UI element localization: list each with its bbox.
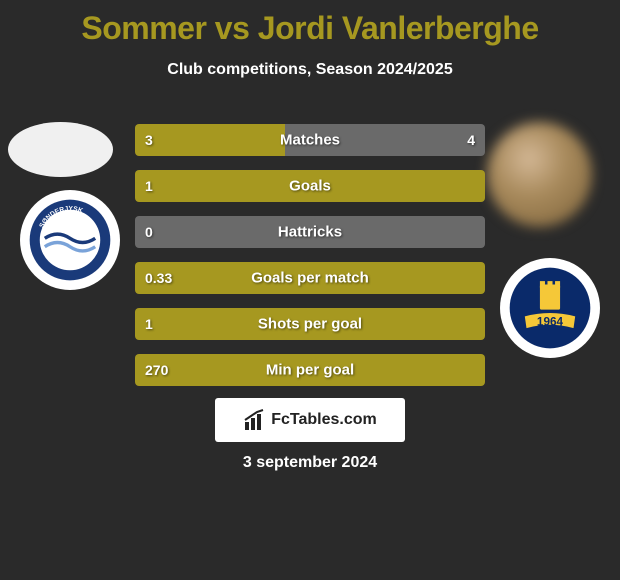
subtitle-text: Club competitions, Season 2024/2025 bbox=[167, 61, 452, 78]
bar-row: Hattricks0 bbox=[135, 216, 485, 248]
watermark-text: FcTables.com bbox=[271, 411, 377, 429]
bar-value-left: 0 bbox=[145, 224, 153, 240]
player-right-avatar bbox=[487, 122, 592, 227]
bar-row: Goals per match0.33 bbox=[135, 262, 485, 294]
svg-text:1964: 1964 bbox=[537, 316, 564, 329]
page-title: Sommer vs Jordi Vanlerberghe bbox=[0, 0, 620, 47]
bar-value-left: 3 bbox=[145, 132, 153, 148]
bar-value-left: 270 bbox=[145, 362, 168, 378]
bar-row: Matches3 4 bbox=[135, 124, 485, 156]
date-label: 3 september 2024 bbox=[0, 454, 620, 472]
bar-label: Min per goal bbox=[135, 362, 485, 379]
club-left-badge: SØNDERJYSK bbox=[20, 190, 120, 290]
date-text: 3 september 2024 bbox=[243, 454, 377, 471]
bar-row: Goals1 bbox=[135, 170, 485, 202]
bar-label: Hattricks bbox=[135, 224, 485, 241]
watermark: FcTables.com bbox=[215, 398, 405, 442]
bar-row: Shots per goal1 bbox=[135, 308, 485, 340]
bar-label: Matches bbox=[135, 132, 485, 149]
sonderjyske-badge-icon: SØNDERJYSK bbox=[28, 198, 112, 282]
bar-value-left: 0.33 bbox=[145, 270, 172, 286]
bar-label: Shots per goal bbox=[135, 316, 485, 333]
bar-value-left: 1 bbox=[145, 178, 153, 194]
bar-label: Goals bbox=[135, 178, 485, 195]
club-right-badge: 1964 bbox=[500, 258, 600, 358]
bar-label: Goals per match bbox=[135, 270, 485, 287]
player-left-avatar bbox=[8, 122, 113, 177]
subtitle: Club competitions, Season 2024/2025 bbox=[0, 61, 620, 79]
chart-icon bbox=[243, 408, 267, 432]
bar-value-left: 1 bbox=[145, 316, 153, 332]
brondby-badge-icon: 1964 bbox=[508, 266, 592, 350]
title-text: Sommer vs Jordi Vanlerberghe bbox=[81, 10, 538, 46]
bar-row: Min per goal270 bbox=[135, 354, 485, 386]
bars-container: Matches34Goals1Hattricks0Goals per match… bbox=[135, 124, 485, 400]
bar-value-right: 4 bbox=[467, 132, 475, 148]
